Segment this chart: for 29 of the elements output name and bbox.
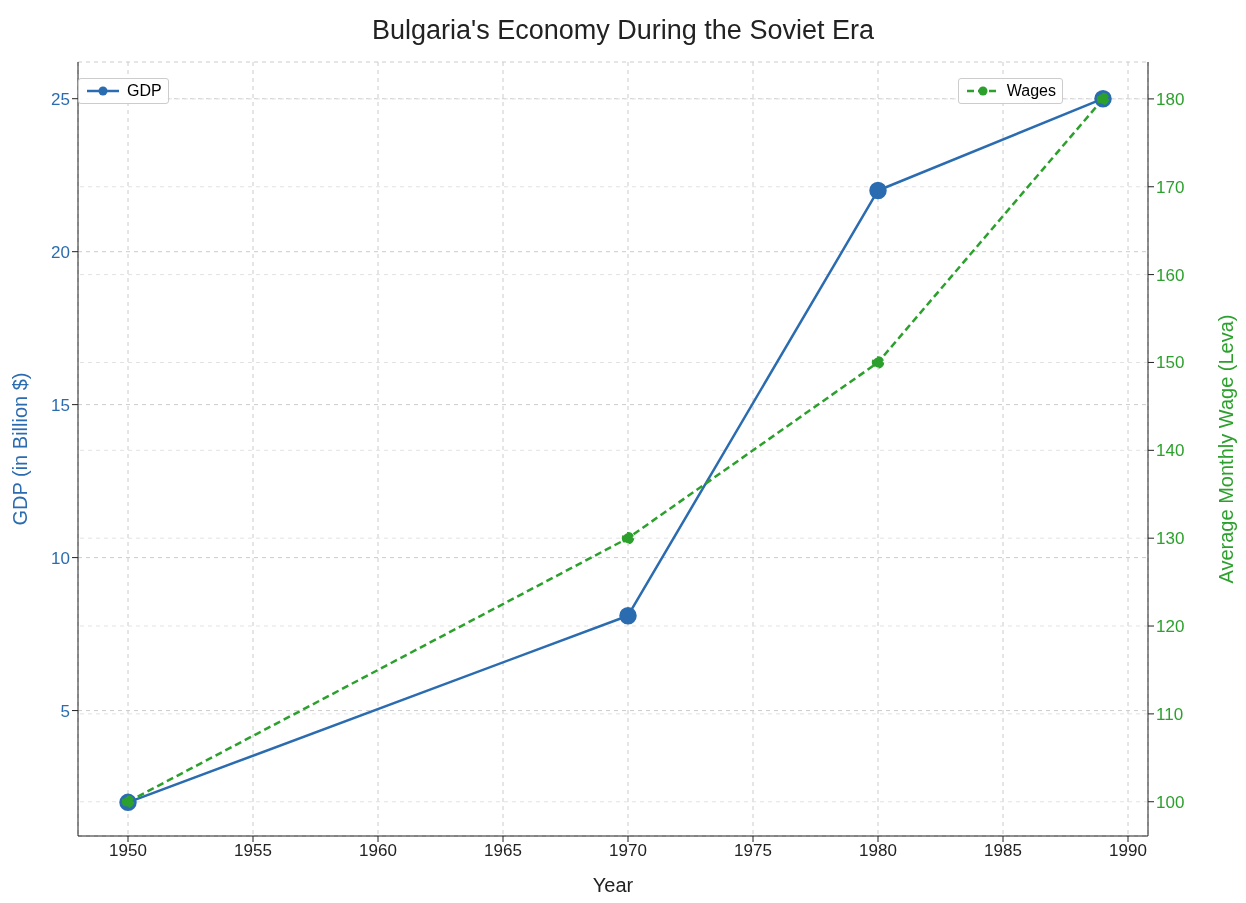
y2-tick-label: 100 — [1156, 792, 1185, 812]
y-tick-label: 20 — [51, 242, 70, 262]
y2-tick-label: 170 — [1156, 177, 1185, 197]
y2-tick-label: 150 — [1156, 353, 1185, 373]
y-tick-label: 15 — [51, 395, 70, 415]
x-tick-label: 1980 — [859, 841, 897, 861]
y-tick-label: 25 — [51, 89, 70, 109]
x-tick-label: 1960 — [359, 841, 397, 861]
x-tick-label: 1990 — [1109, 841, 1147, 861]
legend-label: Wages — [1006, 82, 1056, 100]
y2-tick-label: 110 — [1156, 704, 1184, 724]
y2-tick-label: 140 — [1156, 441, 1185, 461]
y2-tick-label: 120 — [1156, 617, 1185, 637]
x-tick-label: 1975 — [734, 841, 772, 861]
y2-axis-title: Average Monthly Wage (Leva) — [1215, 314, 1238, 584]
x-tick-label: 1985 — [984, 841, 1022, 861]
y2-tick-label: 130 — [1156, 529, 1185, 549]
chart-title: Bulgaria's Economy During the Soviet Era — [371, 14, 875, 47]
y2-tick-label: 160 — [1156, 265, 1185, 285]
y-axis-title: GDP (in Billion $) — [9, 372, 32, 526]
x-tick-label: 1970 — [609, 841, 647, 861]
y2-tick-label: 180 — [1156, 89, 1185, 109]
x-tick-label: 1950 — [109, 841, 147, 861]
y-tick-label: 10 — [51, 548, 70, 568]
x-tick-label: 1965 — [484, 841, 522, 861]
x-axis-title: Year — [592, 874, 634, 896]
y-tick-label: 5 — [60, 701, 70, 721]
legend-label: GDP — [127, 82, 162, 100]
x-tick-label: 1955 — [234, 841, 272, 861]
